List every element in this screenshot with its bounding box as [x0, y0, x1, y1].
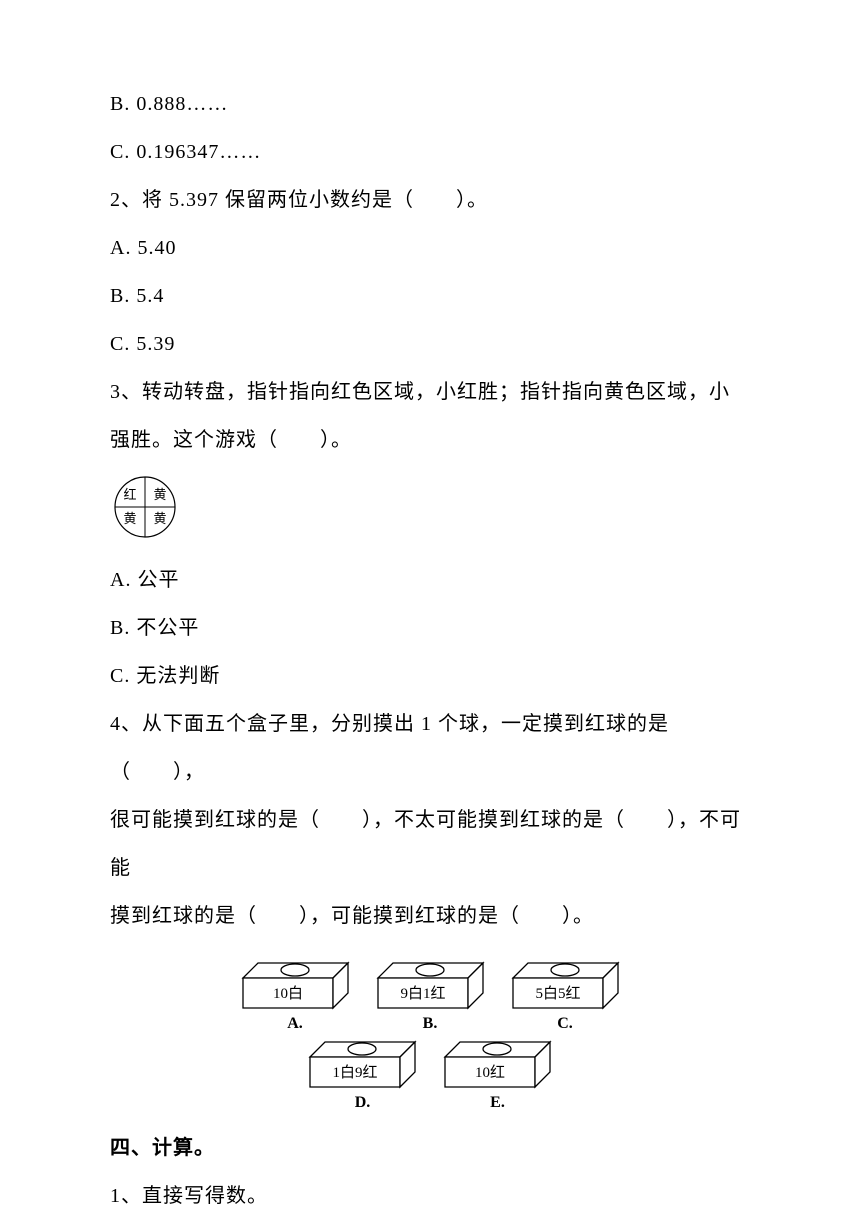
box-e-label: E.: [490, 1094, 505, 1112]
box-c-label: C.: [557, 1015, 573, 1033]
spinner-label-tr: 黄: [153, 487, 166, 502]
boxes-diagram: 10白 A. 9白1红 B. 5白5红 C.: [110, 958, 750, 1112]
q3-option-b: B. 不公平: [110, 604, 750, 652]
box-d-label: D.: [355, 1094, 371, 1112]
svg-text:1白9红: 1白9红: [332, 1064, 377, 1081]
boxes-row-1: 10白 A. 9白1红 B. 5白5红 C.: [110, 958, 750, 1033]
box-b: 9白1红 B.: [373, 958, 488, 1033]
svg-text:10白: 10白: [272, 985, 302, 1002]
spinner-label-tl: 红: [123, 487, 136, 502]
question-4-line1: 4、从下面五个盒子里，分别摸出 1 个球，一定摸到红球的是（ ），: [110, 700, 750, 796]
box-b-label: B.: [423, 1015, 438, 1033]
box-e: 10红 E.: [440, 1037, 555, 1112]
svg-text:10红: 10红: [475, 1064, 505, 1081]
svg-text:5白5红: 5白5红: [535, 985, 580, 1002]
question-4-line2: 很可能摸到红球的是（ ），不太可能摸到红球的是（ ），不可能: [110, 796, 750, 892]
q3-option-a: A. 公平: [110, 556, 750, 604]
spinner-diagram: 红 黄 黄 黄: [110, 472, 750, 548]
boxes-row-2: 1白9红 D. 10红 E.: [110, 1037, 750, 1112]
question-3-line2: 强胜。这个游戏（ ）。: [110, 416, 750, 464]
svg-text:9白1红: 9白1红: [400, 985, 445, 1002]
spinner-label-br: 黄: [153, 511, 166, 526]
box-c: 5白5红 C.: [508, 958, 623, 1033]
box-a: 10白 A.: [238, 958, 353, 1033]
q2-option-b: B. 5.4: [110, 272, 750, 320]
spinner-label-bl: 黄: [123, 511, 136, 526]
q3-option-c: C. 无法判断: [110, 652, 750, 700]
q2-option-c: C. 5.39: [110, 320, 750, 368]
option-b-previous: B. 0.888……: [110, 80, 750, 128]
question-4-line3: 摸到红球的是（ ），可能摸到红球的是（ ）。: [110, 892, 750, 940]
section-4-heading: 四、计算。: [110, 1124, 750, 1172]
question-3-line1: 3、转动转盘，指针指向红色区域，小红胜；指针指向黄色区域，小: [110, 368, 750, 416]
section-4-q1: 1、直接写得数。: [110, 1172, 750, 1220]
q2-option-a: A. 5.40: [110, 224, 750, 272]
box-d: 1白9红 D.: [305, 1037, 420, 1112]
box-a-label: A.: [287, 1015, 303, 1033]
option-c-previous: C. 0.196347……: [110, 128, 750, 176]
question-2: 2、将 5.397 保留两位小数约是（ ）。: [110, 176, 750, 224]
